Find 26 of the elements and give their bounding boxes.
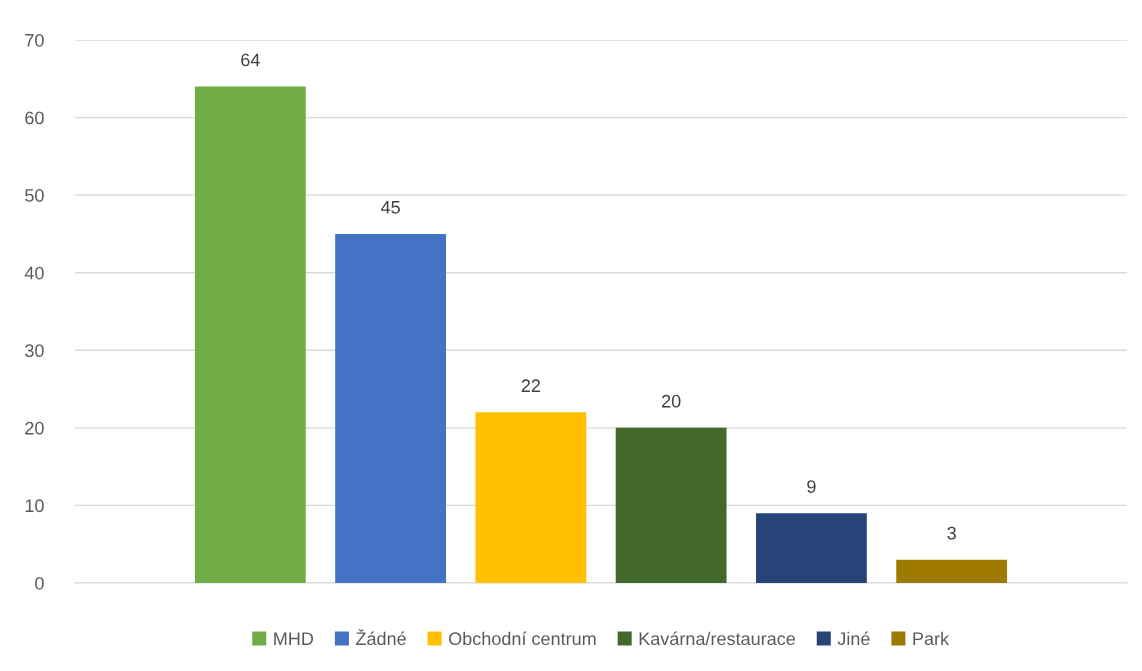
data-label: 3	[947, 526, 956, 540]
bar	[335, 233, 447, 583]
y-tick-label: 40	[24, 266, 44, 280]
y-tick-label: 70	[25, 33, 44, 47]
data-label: 45	[380, 201, 400, 214]
legend-label: Jiné	[837, 631, 870, 646]
y-tick-label: 60	[25, 111, 44, 125]
bar	[194, 86, 306, 583]
bar	[615, 427, 727, 583]
bar	[896, 559, 1008, 583]
y-tick-label: 50	[25, 189, 44, 202]
data-label: 9	[807, 480, 816, 493]
data-label: 20	[662, 394, 681, 408]
legend-label: Park	[913, 631, 950, 646]
data-label: 64	[241, 53, 260, 67]
y-tick-label: 0	[35, 576, 44, 590]
y-tick-label: 20	[25, 421, 44, 435]
y-tick-label: 30	[25, 344, 44, 358]
bar	[755, 513, 867, 583]
data-label: 22	[521, 379, 540, 392]
legend-label: MHD	[274, 632, 314, 645]
legend-label: Žádné	[356, 629, 406, 646]
bar	[475, 412, 587, 583]
y-tick-label: 10	[25, 499, 44, 513]
legend-label: Obchodní centrum	[449, 631, 596, 646]
legend-label: Kavárna/restaurace	[639, 631, 795, 646]
